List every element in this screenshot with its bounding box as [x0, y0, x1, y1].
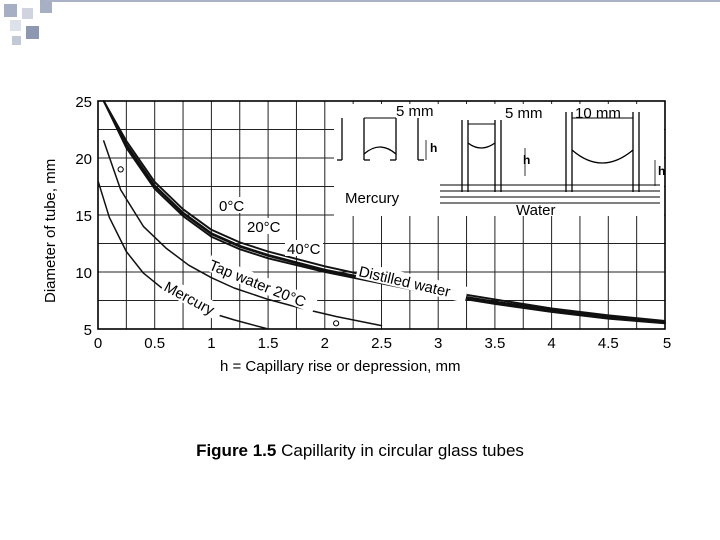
- caption-text: Capillarity in circular glass tubes: [276, 441, 524, 460]
- mercury-meniscus: [363, 146, 397, 155]
- x-tick-label: 0.5: [144, 335, 165, 352]
- y-tick-label: 15: [75, 208, 92, 225]
- chart-ticks: 0 0.5 1 1.5 2 2.5 3 3.5 4 4.5 5 25 20 15 10 5 h = Capill…: [42, 94, 671, 375]
- series-line-1: [102, 100, 666, 324]
- series-line-3: [102, 100, 666, 325]
- x-tick-label: 5: [663, 335, 671, 352]
- curve-label-distilled-water: Distilled water: [357, 263, 452, 301]
- inset-h-label: h: [523, 153, 530, 167]
- curve-label-bg: [355, 261, 469, 303]
- x-tick-label: 2.5: [371, 335, 392, 352]
- series-line-4: [102, 140, 383, 327]
- x-tick-label: 2: [321, 335, 329, 352]
- inset-water-label: Water: [516, 202, 555, 219]
- x-axis-label: h = Capillary rise or depression, mm: [220, 358, 461, 375]
- curve-label-bg: [285, 240, 323, 256]
- curve-label-0c: 0°C: [219, 198, 244, 215]
- caption-label: Figure 1.5: [196, 441, 277, 460]
- y-tick-label: 25: [75, 94, 92, 111]
- x-tick-label: 1.5: [258, 335, 279, 352]
- inset-mercury-label: Mercury: [345, 190, 400, 207]
- plot-frame: [97, 100, 666, 330]
- x-tick-label: 4.5: [598, 335, 619, 352]
- curve-label-20c: 20°C: [247, 219, 281, 236]
- deco-square: [12, 36, 21, 45]
- inset-dim-right: 10 mm: [575, 105, 621, 122]
- curve-label-bg: [245, 218, 283, 234]
- curve-label-bg: [217, 197, 251, 213]
- x-tick-label: 1: [207, 335, 215, 352]
- top-rule: [46, 0, 720, 2]
- y-tick-label: 10: [75, 265, 92, 282]
- chart-curves: [97, 100, 666, 330]
- data-marker: [117, 166, 124, 173]
- y-axis-label: Diameter of tube, mm: [42, 159, 59, 303]
- curve-label-40c: 40°C: [287, 241, 321, 258]
- curve-label-bg: [205, 255, 319, 314]
- curve-label-bg: [160, 276, 225, 321]
- inset-h-label: h: [658, 164, 665, 178]
- x-tick-label: 3: [434, 335, 442, 352]
- x-tick-label: 4: [547, 335, 555, 352]
- deco-square: [10, 20, 21, 31]
- deco-square: [22, 8, 33, 19]
- deco-square: [40, 0, 52, 13]
- y-tick-label: 5: [84, 322, 92, 339]
- inset-diagram: 5 mm h Mercury 5 mm 10 mm h h Water: [337, 103, 665, 219]
- inset-dim-mid: 5 mm: [505, 105, 543, 122]
- y-tick-label: 20: [75, 151, 92, 168]
- series-line-2: [102, 100, 666, 325]
- water-meniscus: [467, 142, 496, 149]
- x-tick-label: 3.5: [484, 335, 505, 352]
- data-marker: [333, 320, 340, 327]
- inset-dim-left: 5 mm: [396, 103, 434, 120]
- deco-square: [26, 26, 39, 39]
- inset-h-label: h: [430, 141, 437, 155]
- water-meniscus: [571, 149, 634, 164]
- x-tick-label: 0: [94, 335, 102, 352]
- curve-label-mercury: Mercury: [161, 279, 217, 320]
- series-line-0: [102, 100, 666, 322]
- deco-square: [4, 4, 17, 17]
- figure-caption: Figure 1.5 Capillarity in circular glass…: [0, 441, 720, 461]
